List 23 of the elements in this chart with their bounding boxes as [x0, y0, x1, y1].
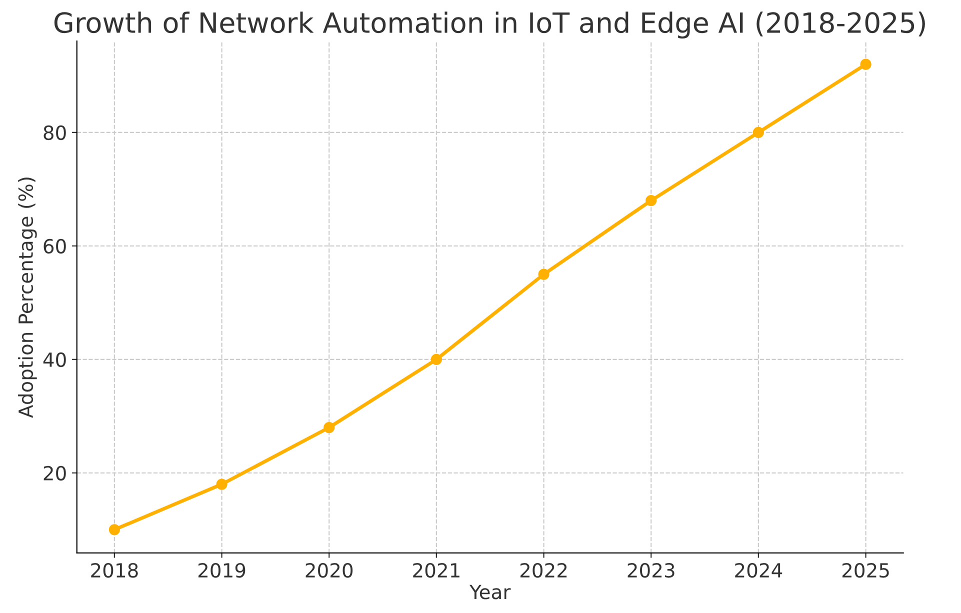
point	[860, 58, 872, 70]
point	[324, 422, 335, 434]
point	[108, 524, 120, 536]
chart-title: Growth of Network Automation in IoT and Edge AI (2018-2025)	[54, 12, 925, 39]
x-tick-label: 2020	[306, 562, 353, 578]
point	[430, 354, 442, 365]
x-tick-label: 2024	[735, 562, 782, 578]
y-axis-title: Adoption Percentage (%)	[18, 178, 37, 418]
point	[538, 268, 550, 280]
point	[752, 126, 764, 138]
y-tick-label: 80	[44, 125, 66, 140]
x-tick-label: 2023	[628, 562, 674, 578]
x-tick-label: 2022	[520, 562, 567, 578]
x-tick-label: 2018	[91, 562, 138, 578]
x-axis-title: Year	[469, 584, 511, 600]
x-tick-label: 2019	[198, 562, 246, 578]
x-tick-label: 2025	[842, 562, 889, 578]
y-tick-label: 40	[43, 352, 66, 368]
y-tick-label: 60	[44, 238, 66, 254]
point	[216, 478, 228, 490]
point	[646, 194, 657, 206]
x-tick-label: 2021	[413, 562, 460, 578]
y-tick-label: 20	[44, 466, 66, 481]
